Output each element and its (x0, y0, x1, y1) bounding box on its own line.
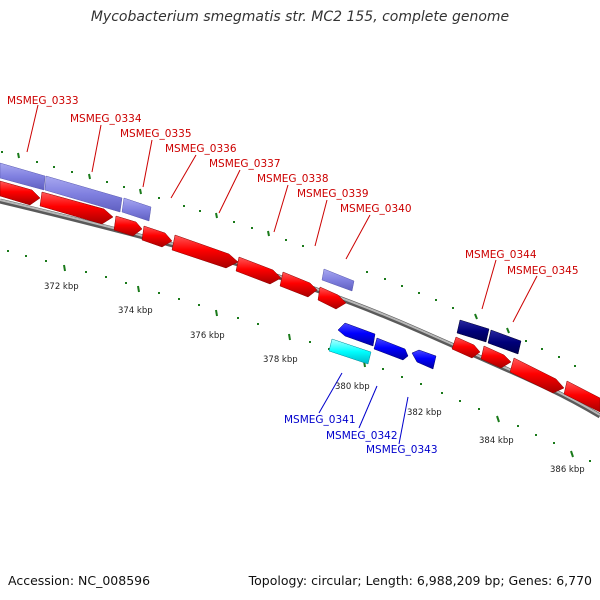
axis-label: 374 kbp (118, 306, 153, 316)
cds-feature-dark (487, 329, 522, 355)
gene-arrow-msmeg-0344-a (451, 336, 481, 359)
cds-feature-light (321, 268, 355, 292)
genome-backbone-highlight (0, 199, 600, 416)
gene-arrow-msmeg-0334 (39, 191, 114, 225)
cds-feature-cyan (328, 338, 372, 365)
gene-label: MSMEG_0344 (465, 249, 537, 261)
cds-light-features (0, 162, 355, 292)
inner-major-ticks (63, 264, 574, 458)
reverse-labels: MSMEG_0341 MSMEG_0342 MSMEG_0343 (284, 414, 438, 456)
gene-arrow-msmeg-0336 (141, 225, 173, 248)
gene-arrow-msmeg-0338 (235, 256, 282, 285)
gene-label: MSMEG_0345 (507, 265, 579, 277)
forward-label-leaders (26, 104, 538, 323)
axis-label: 376 kbp (190, 331, 225, 341)
gene-arrow-msmeg-0341 (337, 322, 376, 347)
axis-label: 378 kbp (263, 355, 298, 365)
forward-gene-track (0, 180, 600, 413)
gene-label: MSMEG_0339 (297, 188, 369, 200)
reverse-gene-track (337, 322, 437, 370)
axis-label: 382 kbp (407, 408, 442, 418)
gene-arrow-msmeg-0337 (171, 234, 239, 269)
cds-feature-light (44, 175, 123, 213)
gene-label: MSMEG_0337 (209, 158, 281, 170)
cds-dark-features (456, 319, 522, 355)
accession-text: Accession: NC_008596 (8, 573, 151, 588)
gene-label: MSMEG_0336 (165, 143, 237, 155)
forward-labels: MSMEG_0333 MSMEG_0334 MSMEG_0335 MSMEG_0… (7, 95, 579, 277)
gene-label: MSMEG_0334 (70, 113, 142, 125)
gene-label: MSMEG_0340 (340, 203, 412, 215)
gene-arrow-msmeg-0346 (563, 380, 600, 413)
gene-arrow-msmeg-0333 (0, 180, 41, 206)
genome-backbone (0, 198, 600, 419)
gene-arrow-msmeg-0343 (411, 349, 437, 370)
gene-arrow-msmeg-0345 (509, 357, 565, 394)
axis-labels: 372 kbp 374 kbp 376 kbp 378 kbp 380 kbp … (44, 282, 585, 475)
axis-label: 372 kbp (44, 282, 79, 292)
inner-tick-ring (7, 250, 591, 462)
gene-label: MSMEG_0333 (7, 95, 79, 107)
axis-label: 386 kbp (550, 465, 585, 475)
cds-feature-light (121, 197, 152, 222)
gene-arrow-msmeg-0342 (373, 337, 409, 361)
cds-feature-light (0, 162, 46, 191)
reverse-label-leaders (318, 372, 409, 445)
axis-label: 384 kbp (479, 436, 514, 446)
outer-major-ticks (17, 152, 510, 334)
genome-summary: Topology: circular; Length: 6,988,209 bp… (248, 573, 592, 588)
map-title: Mycobacterium smegmatis str. MC2 155, co… (90, 9, 510, 25)
gene-label: MSMEG_0341 (284, 414, 356, 426)
axis-label: 380 kbp (335, 382, 370, 392)
gene-arrow-msmeg-0344-b (480, 345, 512, 369)
gene-arrow-msmeg-0335 (113, 215, 143, 237)
gene-label: MSMEG_0343 (366, 444, 438, 456)
gene-arrow-msmeg-0340 (317, 286, 347, 310)
gene-label: MSMEG_0338 (257, 173, 329, 185)
gene-label: MSMEG_0335 (120, 128, 192, 140)
cds-feature-dark (456, 319, 490, 343)
gene-arrow-msmeg-0339 (279, 271, 318, 298)
outer-tick-ring (1, 151, 576, 367)
gene-label: MSMEG_0342 (326, 430, 398, 442)
